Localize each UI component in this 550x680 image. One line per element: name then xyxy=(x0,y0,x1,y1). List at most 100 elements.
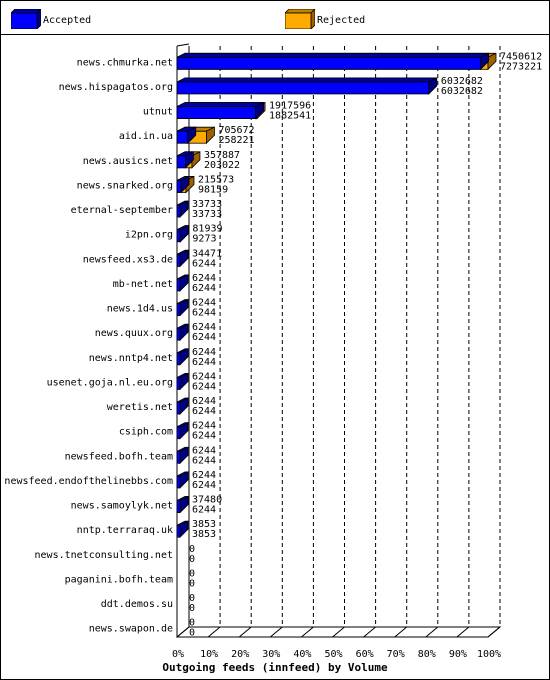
category-label-news-1d4-us: news.1d4.us xyxy=(107,304,173,315)
value-label-accepted-ddt-demos-su: 0 xyxy=(189,603,195,614)
bar-accepted-news-chmurka-net-side xyxy=(480,52,489,71)
bar-accepted-usenet-goja-nl-eu-org-front xyxy=(176,377,181,390)
category-label-news-quux-org: news.quux.org xyxy=(95,328,173,339)
value-label-accepted-mb-net-net: 6244 xyxy=(192,283,216,294)
value-label-accepted-news-tnetconsulting-net: 0 xyxy=(189,554,195,565)
bar-accepted-news-samoylyk-net-front xyxy=(176,500,181,513)
value-label-total-weretis-net: 6244 xyxy=(192,396,216,407)
x-tick-label: 60% xyxy=(356,649,374,660)
value-label-accepted-newsfeed-xs3-de: 6244 xyxy=(192,258,216,269)
value-label-accepted-news-swapon-de: 0 xyxy=(189,628,195,639)
x-tick-label: 30% xyxy=(262,649,280,660)
value-label-total-news-tnetconsulting-net: 0 xyxy=(189,544,195,555)
chart-top-edge xyxy=(176,43,190,47)
x-tick-label: 70% xyxy=(387,649,405,660)
bar-accepted-newsfeed-endofthelinebbs-com-front xyxy=(176,475,181,489)
chart-title: Outgoing feeds (innfeed) by Volume xyxy=(162,661,388,674)
value-label-accepted-i2pn-org: 9273 xyxy=(192,234,216,245)
value-label-accepted-news-chmurka-net: 7273221 xyxy=(500,61,542,72)
bar-accepted-news-nntp4-net-side xyxy=(179,348,189,366)
x-tick-label: 40% xyxy=(293,649,311,660)
x-tick-mark xyxy=(363,626,376,638)
bar-accepted-utnut-top xyxy=(176,102,264,107)
category-label-newsfeed-xs3-de: newsfeed.xs3.de xyxy=(83,254,173,265)
bar-accepted-eternal-september-front xyxy=(176,204,181,218)
bar-rejected-aid-in-ua-side xyxy=(206,126,215,145)
x-tick-mark xyxy=(176,626,190,638)
value-label-accepted-utnut: 1882541 xyxy=(269,111,311,122)
value-label-total-news-snarked-org: 215573 xyxy=(198,174,234,185)
value-label-accepted-newsfeed-endofthelinebbs-com: 6244 xyxy=(192,480,216,491)
value-label-total-aid-in-ua: 705672 xyxy=(218,125,254,136)
x-tick-label: 10% xyxy=(200,649,218,660)
category-label-news-tnetconsulting-net: news.tnetconsulting.net xyxy=(35,550,173,561)
value-label-total-news-swapon-de: 0 xyxy=(189,618,195,629)
category-label-mb-net-net: mb-net.net xyxy=(113,279,173,290)
legend-swatch-accepted xyxy=(11,9,41,29)
bar-rejected-news-chmurka-net-side xyxy=(487,52,497,71)
bar-accepted-newsfeed-xs3-de-side xyxy=(179,249,189,268)
bar-accepted-news-quux-org-side xyxy=(179,323,189,342)
category-label-news-nntp4-net: news.nntp4.net xyxy=(89,353,173,364)
bar-rejected-news-ausics-net-side xyxy=(191,151,201,169)
category-label-newsfeed-bofh-team: newsfeed.bofh.team xyxy=(65,451,173,462)
bar-accepted-news-samoylyk-net-side xyxy=(179,495,189,514)
category-label-news-chmurka-net: news.chmurka.net xyxy=(77,57,173,68)
bar-accepted-newsfeed-bofh-team-side xyxy=(179,446,189,465)
x-tick-mark xyxy=(487,626,501,638)
x-tick-mark xyxy=(456,626,470,638)
value-label-total-newsfeed-xs3-de: 34471 xyxy=(192,248,222,259)
bar-accepted-newsfeed-endofthelinebbs-com-side xyxy=(179,471,189,489)
value-label-accepted-aid-in-ua: 258221 xyxy=(218,135,254,146)
value-label-total-news-nntp4-net: 6244 xyxy=(192,347,216,358)
bar-accepted-utnut-front xyxy=(176,106,256,119)
x-tick-label: 100% xyxy=(477,649,501,660)
value-label-total-mb-net-net: 6244 xyxy=(192,273,216,284)
bar-accepted-nntp-terraraq-uk-side xyxy=(179,520,189,539)
bar-accepted-news-1d4-us-side xyxy=(179,298,189,317)
value-label-total-news-hispagatos-org: 6032682 xyxy=(441,76,483,87)
value-label-accepted-news-hispagatos-org: 6032682 xyxy=(441,86,483,97)
bar-accepted-utnut-side xyxy=(255,101,264,120)
x-tick-mark xyxy=(332,626,345,638)
category-label-csiph-com: csiph.com xyxy=(119,427,173,438)
x-tick-mark xyxy=(394,626,408,638)
x-tick-mark xyxy=(425,626,439,638)
value-label-accepted-news-samoylyk-net: 6244 xyxy=(192,505,216,516)
bar-chart: 0% 10% 20% 30% 40% 50% 60% 70% 80% 90% 100% news.ch… xyxy=(4,43,542,660)
category-label-weretis-net: weretis.net xyxy=(107,402,173,413)
bar-accepted-news-hispagatos-org-front xyxy=(176,81,430,95)
bar-accepted-news-quux-org-front xyxy=(176,327,181,341)
value-label-total-newsfeed-bofh-team: 6244 xyxy=(192,445,216,456)
bar-accepted-news-ausics-net-front xyxy=(176,155,186,169)
value-label-total-news-chmurka-net: 7450612 xyxy=(500,51,542,62)
category-label-news-swapon-de: news.swapon.de xyxy=(89,624,173,635)
bar-accepted-news-ausics-net-side xyxy=(185,151,194,169)
bar-accepted-mb-net-net-side xyxy=(179,274,189,292)
x-tick-mark xyxy=(301,626,314,638)
value-label-accepted-weretis-net: 6244 xyxy=(192,406,216,417)
bar-accepted-i2pn-org-front xyxy=(176,229,181,243)
category-label-news-hispagatos-org: news.hispagatos.org xyxy=(59,82,173,93)
value-label-total-csiph-com: 6244 xyxy=(192,421,216,432)
category-label-utnut: utnut xyxy=(143,107,173,118)
bar-accepted-news-nntp4-net-front xyxy=(176,352,181,366)
value-label-accepted-news-quux-org: 6244 xyxy=(192,332,216,343)
x-tick-label: 0% xyxy=(172,649,184,660)
bar-accepted-nntp-terraraq-uk-front xyxy=(176,524,181,538)
category-label-usenet-goja-nl-eu-org: usenet.goja.nl.eu.org xyxy=(47,377,173,388)
bar-accepted-news-hispagatos-org-top xyxy=(176,77,437,83)
x-tick-mark xyxy=(269,626,283,638)
value-label-total-paganini-bofh-team: 0 xyxy=(189,568,195,579)
category-label-aid-in-ua: aid.in.ua xyxy=(119,131,173,142)
bar-accepted-weretis-net-side xyxy=(179,397,189,416)
bar-accepted-news-snarked-org-side xyxy=(180,175,190,194)
category-label-news-snarked-org: news.snarked.org xyxy=(77,180,173,191)
legend: Accepted Rejected xyxy=(1,1,549,35)
bar-accepted-news-1d4-us-front xyxy=(176,303,181,316)
bar-accepted-aid-in-ua-front xyxy=(176,130,189,144)
value-label-total-ddt-demos-su: 0 xyxy=(189,593,195,604)
bar-accepted-newsfeed-xs3-de-front xyxy=(176,253,181,267)
bar-accepted-eternal-september-side xyxy=(179,200,189,219)
x-tick-label: 20% xyxy=(231,649,249,660)
